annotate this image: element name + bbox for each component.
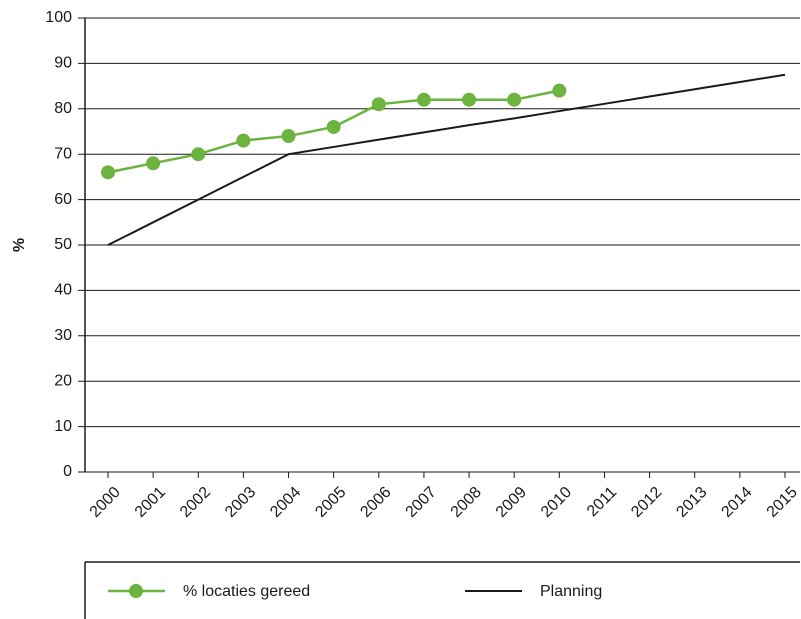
x-tick-label: 2006: [357, 484, 394, 521]
data-point: [146, 156, 161, 171]
data-point: [507, 92, 522, 107]
y-tick-label: 20: [54, 372, 72, 389]
y-tick-label: 60: [54, 191, 72, 208]
legend-marker: [129, 584, 143, 598]
data-point: [462, 92, 477, 107]
x-tick-label: 2000: [87, 484, 124, 521]
legend-label: Planning: [540, 583, 602, 600]
y-axis-label: %: [11, 238, 28, 252]
y-tick-label: 80: [54, 100, 72, 117]
x-tick-label: 2005: [312, 484, 349, 521]
data-point: [371, 97, 386, 112]
x-tick-label: 2003: [222, 484, 259, 521]
x-tick-label: 2002: [177, 484, 214, 521]
data-point: [552, 83, 567, 98]
legend-label: % locaties gereed: [183, 583, 310, 600]
x-tick-label: 2001: [132, 484, 169, 521]
x-tick-label: 2009: [493, 484, 530, 521]
data-point: [236, 133, 251, 148]
y-tick-label: 70: [54, 145, 72, 162]
x-tick-label: 2007: [403, 484, 440, 521]
y-tick-label: 90: [54, 55, 72, 72]
y-tick-label: 10: [54, 418, 72, 435]
y-tick-label: 40: [54, 282, 72, 299]
data-point: [191, 147, 206, 162]
x-tick-label: 2014: [718, 484, 755, 521]
y-tick-label: 50: [54, 236, 72, 253]
y-tick-label: 30: [54, 327, 72, 344]
x-tick-label: 2008: [448, 484, 485, 521]
series-line: [107, 73, 786, 246]
data-point: [101, 165, 115, 180]
data-point: [326, 119, 341, 134]
x-tick-label: 2011: [584, 484, 620, 520]
data-point: [416, 92, 431, 107]
y-tick-label: 100: [45, 9, 72, 26]
x-tick-label: 2004: [267, 484, 304, 521]
data-point: [281, 129, 296, 144]
x-tick-label: 2012: [628, 484, 665, 521]
y-tick-label: 0: [63, 463, 72, 480]
x-tick-label: 2015: [764, 484, 801, 521]
x-tick-label: 2010: [538, 484, 575, 521]
x-tick-label: 2013: [673, 484, 710, 521]
